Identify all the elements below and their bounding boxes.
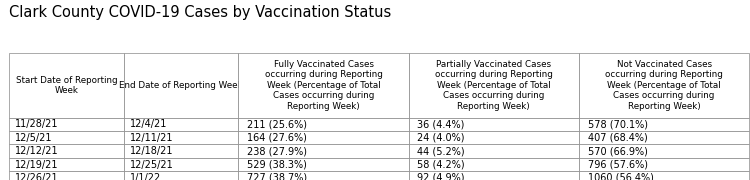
Text: Clark County COVID-19 Cases by Vaccination Status: Clark County COVID-19 Cases by Vaccinati… <box>9 5 392 20</box>
